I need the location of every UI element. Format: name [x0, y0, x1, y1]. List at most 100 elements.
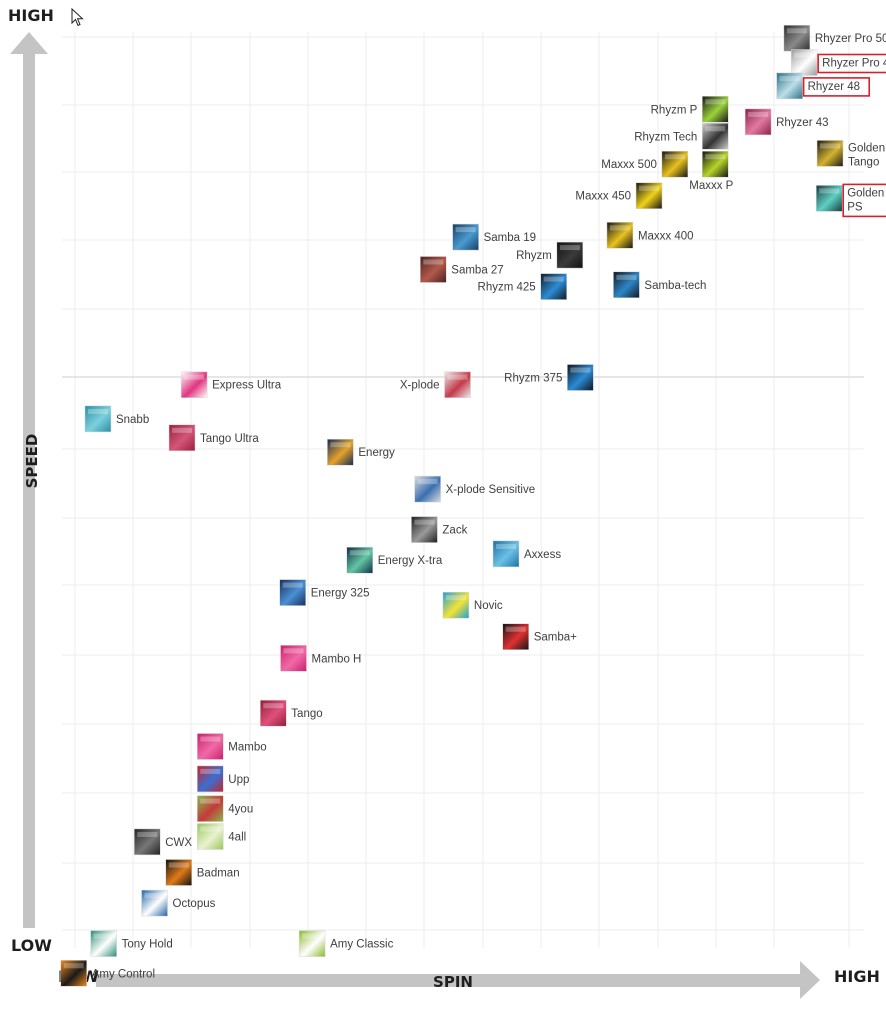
rubber-point: X-plode [400, 371, 471, 398]
rubber-point: Tango Ultra [168, 424, 259, 452]
rubber-swatch-logo [144, 893, 165, 899]
rubber-swatch-logo [445, 595, 466, 601]
rubber-point: Mambo H [280, 645, 362, 672]
rubber-swatch-logo [705, 126, 726, 132]
rubber-swatch [134, 828, 161, 856]
rubber-swatch [180, 371, 208, 398]
rubber-swatch-logo [820, 143, 841, 149]
rubber-swatch [260, 699, 287, 727]
rubber-point: Upp [197, 765, 249, 793]
rubber-swatch [197, 765, 224, 793]
rubber-swatch [84, 405, 112, 433]
rubber-point: Rhyzer Pro 50 [783, 24, 886, 52]
rubber-point: Express Ultra [180, 371, 282, 398]
rubber-swatch-logo [200, 826, 221, 832]
rubber-label: Rhyzer Pro 50 [815, 33, 886, 45]
rubber-point: Energy 325 [279, 579, 370, 606]
rubber-label: Octopus [173, 898, 216, 910]
rubber-label: Tango Ultra [200, 433, 259, 445]
rubber-label: Energy X-tra [378, 555, 443, 567]
rubber-swatch-logo [616, 274, 637, 280]
rubber-point: Rhyzer Pro 45 [790, 49, 886, 76]
rubber-swatch [279, 579, 306, 606]
rubber-swatch-logo [137, 831, 158, 837]
rubber-swatch-logo [302, 933, 323, 939]
rubber-label: Mambo [228, 742, 266, 754]
rubber-point: Snabb [84, 405, 149, 433]
rubber-label: X-plode [400, 380, 440, 392]
rubber-point: Zack [411, 516, 468, 543]
rubber-point: Rhyzer 43 [744, 108, 829, 136]
rubber-swatch-logo [609, 225, 630, 231]
rubber-swatch [168, 424, 196, 452]
rubber-point: Octopus [141, 889, 216, 917]
rubber-point: Samba+ [502, 623, 577, 650]
rubber-label: Golden TangoPS [847, 187, 886, 213]
y-axis-low-label: LOW [11, 936, 52, 955]
rubber-label: Rhyzm 375 [504, 373, 562, 385]
rubber-point: Maxxx 450 [575, 182, 663, 209]
rubber-label: Snabb [116, 414, 149, 426]
rubber-swatch [815, 185, 843, 212]
rubber-swatch [790, 49, 818, 76]
rubber-label: Rhyzm [516, 250, 552, 262]
rubber-point: Tango [260, 699, 323, 727]
rubber-swatch-logo [184, 374, 205, 380]
rubber-label: Maxxx 500 [601, 159, 657, 171]
rubber-swatch-logo [87, 408, 108, 414]
rubber-point: Rhyzm 425 [478, 273, 567, 300]
rubber-point: Samba 27 [420, 256, 504, 283]
rubber-label: Rhyzm P [651, 104, 698, 116]
rubber-label: Amy Classic [330, 939, 394, 951]
rubber-swatch-logo [283, 648, 304, 654]
rubber-label: Rhyzer 48 [808, 81, 860, 93]
rubber-swatch [414, 475, 441, 503]
rubber-swatch-logo [172, 427, 193, 433]
rubber-label: Tony Hold [122, 939, 173, 951]
rubber-swatch [540, 273, 567, 300]
rubber-swatch-logo [200, 768, 221, 774]
rubber-swatch [197, 733, 224, 760]
rubber-point: 4all [197, 823, 246, 850]
rubber-swatch [567, 364, 594, 391]
rubber-label: Samba 19 [484, 232, 536, 244]
rubber-label: X-plode Sensitive [446, 484, 536, 496]
rubber-swatch [444, 371, 471, 398]
rubber-swatch [452, 223, 479, 251]
rubber-swatch-logo [417, 479, 438, 485]
rubber-swatch [702, 96, 729, 123]
rubber-swatch [744, 108, 772, 136]
rubber-label: Energy 325 [311, 588, 370, 600]
y-axis-arrow [10, 32, 48, 928]
highlight-box [817, 53, 886, 74]
rubber-point: Rhyzm P [651, 96, 729, 123]
rubber-swatch-logo [786, 28, 807, 34]
rubber-swatch-logo [455, 227, 476, 233]
rubber-label: Rhyzer Pro 45 [822, 58, 886, 70]
rubber-point: Energy [327, 438, 395, 466]
rubber-point: Amy Classic [298, 930, 394, 957]
rubber-point: Rhyzm Tech [634, 123, 729, 150]
rubber-label: Amy Control [92, 968, 155, 980]
rubber-label: Golden Tango [848, 142, 885, 168]
rubber-swatch [613, 271, 640, 299]
rubber-point: Rhyzer 48 [776, 72, 871, 100]
rubber-swatch-logo [447, 374, 468, 380]
rubber-swatch-logo [200, 736, 221, 742]
rubber-label: CWX [165, 837, 192, 849]
rubber-label: Maxxx 400 [638, 230, 694, 242]
rubber-label: Rhyzm 425 [478, 282, 536, 294]
rubber-label: Mambo H [312, 653, 362, 665]
rubber-swatch-logo [705, 99, 726, 105]
rubber-swatch-logo [200, 798, 221, 804]
mouse-cursor-icon [71, 8, 84, 27]
rubber-point: Golden TangoPS [815, 183, 886, 218]
rubber-label: Rhyzm Tech [634, 131, 697, 143]
rubber-swatch-logo [505, 626, 526, 632]
rubber-swatch [492, 540, 520, 568]
rubber-swatch [442, 591, 470, 619]
rubber-label: Zack [442, 525, 467, 537]
rubber-point: Golden Tango [816, 140, 885, 168]
rubber-swatch-logo [794, 52, 815, 58]
